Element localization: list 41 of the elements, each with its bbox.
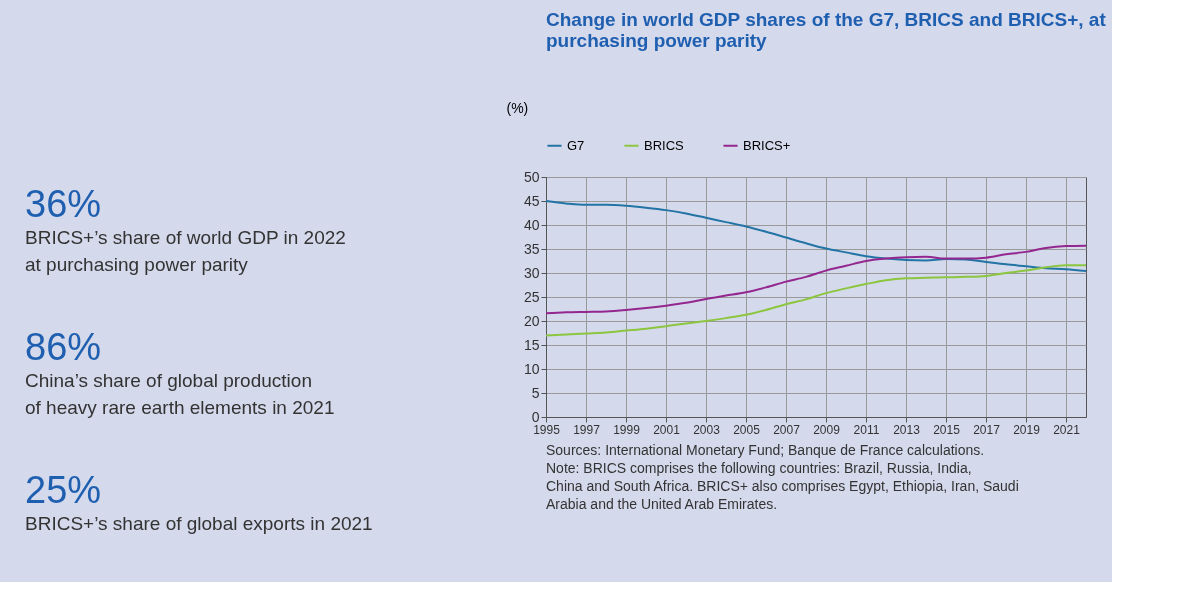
y-axis-title: (%)	[506, 99, 529, 116]
line-series	[545, 200, 1087, 273]
x-tick-label: 1999	[613, 422, 641, 437]
y-tick-label: 10	[523, 360, 540, 377]
y-tick-label: 30	[523, 264, 540, 281]
source-note: Sources: International Monetary Fund; Banque de France calculations.	[546, 442, 985, 458]
x-tick-label: 2017	[973, 422, 1001, 437]
legend-label: BRICS+	[743, 137, 791, 153]
line-series	[545, 264, 1087, 337]
text: China’s share of global production of heavy rare earth elements in 2021	[25, 370, 335, 418]
x-tick-label: 2015	[933, 422, 961, 437]
x-tick-label: 2009	[813, 422, 841, 437]
legend-label: BRICS	[644, 137, 685, 153]
y-tick-label: 35	[523, 240, 540, 257]
text: 36%	[25, 183, 102, 225]
x-tick-label: 2005	[733, 422, 761, 437]
y-tick-label: 40	[523, 216, 540, 233]
text: BRICS+’s share of world GDP in 2022 at purchasing power parity	[25, 227, 346, 275]
x-tick-label: 2011	[853, 422, 880, 437]
text: BRICS+’s share of global exports in 2021	[25, 513, 373, 534]
text: 86%	[25, 326, 102, 368]
x-tick-label: 2003	[693, 422, 721, 437]
x-tick-label: 1995	[533, 422, 561, 437]
chart-title: Change in world GDP shares of the G7, BRICS and BRICS+, at purchasing power parity	[546, 9, 1107, 51]
x-tick-label: 1997	[573, 422, 601, 437]
line-series	[545, 244, 1087, 315]
legend-label: G7	[567, 137, 585, 153]
x-tick-label: 2013	[893, 422, 921, 437]
x-tick-label: 2021	[1053, 422, 1081, 437]
text: Note: BRICS comprises the following countries: Brazil, Russia, India, China and South Africa. BRICS+ also comprises Egypt, Ethiopia, Iran, Saudi Arabia and the United Arab Emirates.	[546, 460, 1019, 512]
y-tick-label: 5	[531, 384, 540, 401]
y-tick-label: 20	[523, 312, 540, 329]
y-tick-label: 45	[523, 192, 540, 209]
text: 25%	[25, 469, 102, 511]
y-tick-label: 0	[531, 408, 540, 425]
y-tick-label: 50	[523, 168, 540, 185]
x-tick-label: 2007	[773, 422, 801, 437]
y-tick-label: 25	[523, 288, 540, 305]
y-tick-label: 15	[523, 336, 540, 353]
x-tick-label: 2019	[1013, 422, 1041, 437]
x-tick-label: 2001	[653, 422, 681, 437]
